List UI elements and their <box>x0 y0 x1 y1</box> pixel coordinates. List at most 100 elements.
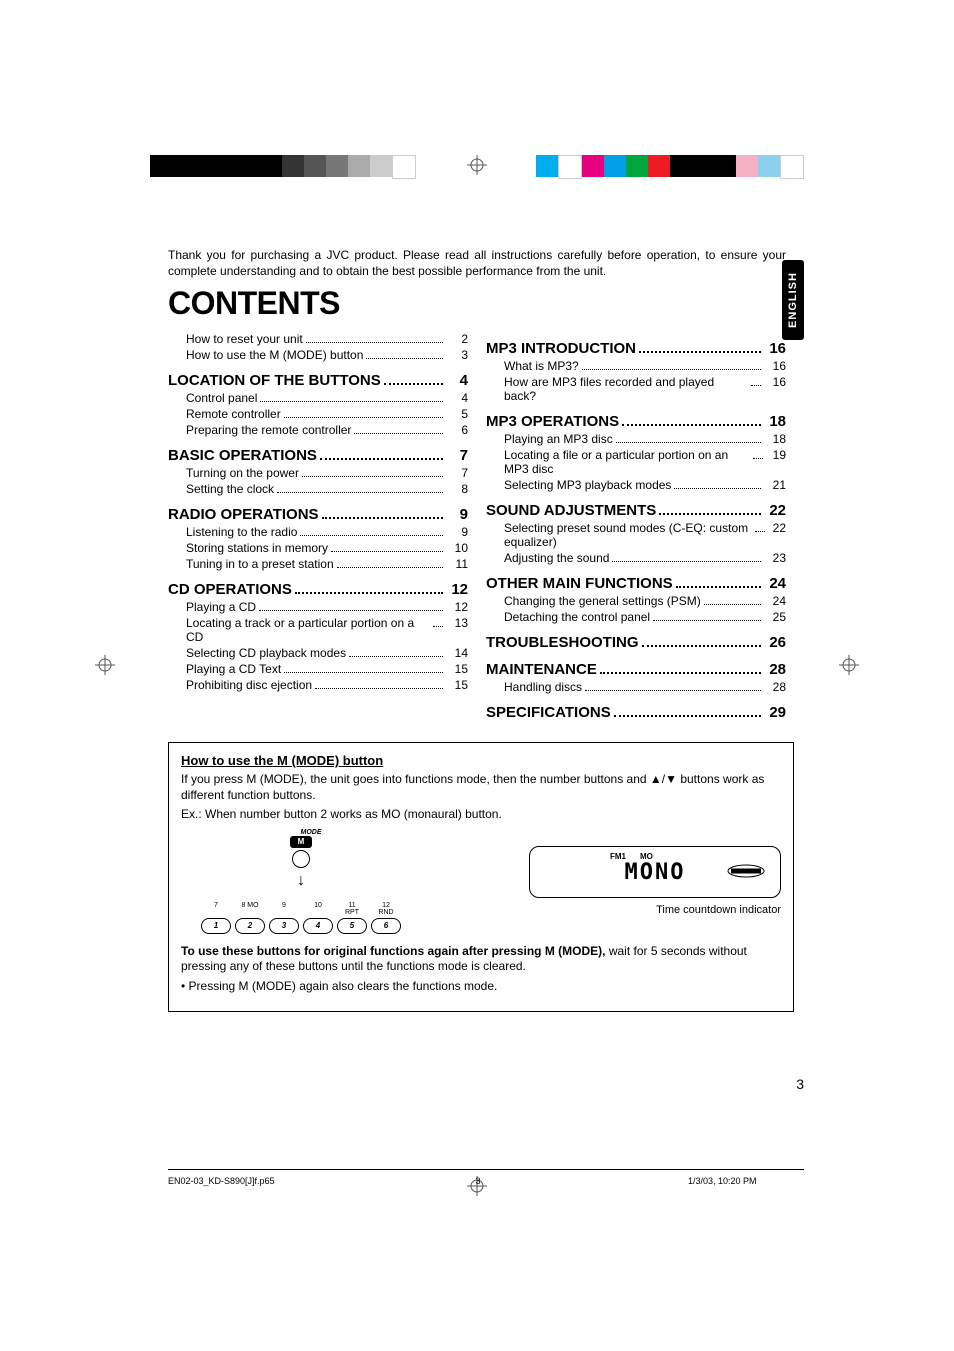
arrow-down-icon: ↓ <box>297 872 305 890</box>
color-swatch <box>670 155 692 177</box>
footer: EN02-03_KD-S890[J]f.p65 3 1/3/03, 10:20 … <box>168 1169 804 1186</box>
toc-label: BASIC OPERATIONS <box>168 447 317 464</box>
toc-dots <box>260 401 443 402</box>
toc-label: RADIO OPERATIONS <box>168 506 319 523</box>
mode-top-label: MODE <box>301 829 322 836</box>
toc-left-column: How to reset your unit2How to use the M … <box>168 330 468 721</box>
toc-label: Changing the general settings (PSM) <box>504 594 701 608</box>
color-swatch <box>648 155 670 177</box>
number-button: 4 <box>303 918 333 934</box>
toc-item: Turning on the power7 <box>186 466 468 480</box>
toc-dots <box>659 513 761 515</box>
footer-date: 1/3/03, 10:20 PM <box>568 1176 804 1186</box>
toc-page: 16 <box>764 375 786 389</box>
toc-item: Handling discs28 <box>504 680 786 694</box>
number-button: 6 <box>371 918 401 934</box>
toc-label: LOCATION OF THE BUTTONS <box>168 372 381 389</box>
toc-label: Selecting preset sound modes (C-EQ: cust… <box>504 521 752 549</box>
color-swatch <box>736 155 758 177</box>
toc-dots <box>284 417 443 418</box>
footer-file: EN02-03_KD-S890[J]f.p65 <box>168 1176 388 1186</box>
color-swatch <box>758 155 780 177</box>
color-swatch <box>260 155 282 177</box>
toc-dots <box>284 672 443 673</box>
toc-label: Detaching the control panel <box>504 610 650 624</box>
display-box: FM1 MO MONO <box>529 846 781 898</box>
toc-page: 11 <box>446 557 468 571</box>
toc-label: Locating a file or a particular portion … <box>504 448 750 476</box>
mode-block: MODE M ↓ <box>281 829 322 892</box>
num-label: 7 <box>205 902 227 916</box>
bar-indicator-icon <box>726 863 766 882</box>
toc-section: MAINTENANCE28 <box>486 661 786 678</box>
toc-dots <box>751 385 761 386</box>
color-swatch <box>392 155 416 179</box>
toc-page: 28 <box>764 661 786 678</box>
toc-section: CD OPERATIONS12 <box>168 581 468 598</box>
toc-dots <box>582 369 761 370</box>
mode-key: M <box>290 836 312 848</box>
toc-label: Turning on the power <box>186 466 299 480</box>
toc-dots <box>433 626 443 627</box>
toc-dots <box>674 488 761 489</box>
toc-page: 23 <box>764 551 786 565</box>
number-buttons: 123456 <box>201 918 401 934</box>
toc-page: 13 <box>446 616 468 630</box>
toc-dots <box>366 358 443 359</box>
toc-dots <box>295 592 443 594</box>
number-button: 5 <box>337 918 367 934</box>
toc-label: Remote controller <box>186 407 281 421</box>
toc-dots <box>653 620 761 621</box>
toc-label: Handling discs <box>504 680 582 694</box>
toc-item: Selecting MP3 playback modes21 <box>504 478 786 492</box>
toc-dots <box>704 604 761 605</box>
registration-mark-icon <box>95 655 115 675</box>
toc-page: 4 <box>446 391 468 405</box>
toc-dots <box>622 424 761 426</box>
toc-item: Selecting preset sound modes (C-EQ: cust… <box>504 521 786 549</box>
color-swatch <box>172 155 194 177</box>
toc-dots <box>259 610 443 611</box>
toc-label: TROUBLESHOOTING <box>486 634 639 651</box>
toc-page: 7 <box>446 447 468 464</box>
toc-item: Prohibiting disc ejection15 <box>186 678 468 692</box>
display-tag: MO <box>640 852 653 861</box>
toc-section: SOUND ADJUSTMENTS22 <box>486 502 786 519</box>
diagram-row: MODE M ↓ 78 MO91011 RPT12 RND 123456 FM1… <box>181 829 781 934</box>
box-heading: How to use the M (MODE) button <box>181 753 781 768</box>
toc-label: Selecting CD playback modes <box>186 646 346 660</box>
color-swatch <box>150 155 172 177</box>
toc-label: MP3 INTRODUCTION <box>486 340 636 357</box>
toc-item: Tuning in to a preset station11 <box>186 557 468 571</box>
toc-label: How to use the M (MODE) button <box>186 348 363 362</box>
color-swatch <box>326 155 348 177</box>
toc-dots <box>753 458 763 459</box>
box-p3: To use these buttons for original functi… <box>181 944 781 975</box>
color-swatch <box>238 155 260 177</box>
diagram-left: MODE M ↓ 78 MO91011 RPT12 RND 123456 <box>181 829 421 934</box>
display-tag: FM1 <box>610 852 626 861</box>
toc-item: Changing the general settings (PSM)24 <box>504 594 786 608</box>
toc: How to reset your unit2How to use the M … <box>168 330 786 721</box>
toc-page: 14 <box>446 646 468 660</box>
display-text: MONO <box>625 860 686 885</box>
toc-label: Playing a CD <box>186 600 256 614</box>
diagram-right: FM1 MO MONO Time countdown indicator <box>529 846 781 916</box>
language-label: ENGLISH <box>787 272 799 328</box>
toc-label: What is MP3? <box>504 359 579 373</box>
toc-dots <box>585 690 761 691</box>
toc-page: 19 <box>766 448 786 462</box>
intro-text: Thank you for purchasing a JVC product. … <box>168 248 786 279</box>
toc-item: Listening to the radio9 <box>186 525 468 539</box>
toc-page: 24 <box>764 575 786 592</box>
toc-dots <box>384 383 443 385</box>
toc-dots <box>354 433 443 434</box>
num-label: 10 <box>307 902 329 916</box>
toc-item: Control panel4 <box>186 391 468 405</box>
toc-label: Adjusting the sound <box>504 551 609 565</box>
display-tags: FM1 MO <box>610 852 653 861</box>
number-button: 2 <box>235 918 265 934</box>
toc-dots <box>300 535 443 536</box>
toc-right-column: MP3 INTRODUCTION16What is MP3?16How are … <box>486 330 786 721</box>
toc-page: 9 <box>446 525 468 539</box>
